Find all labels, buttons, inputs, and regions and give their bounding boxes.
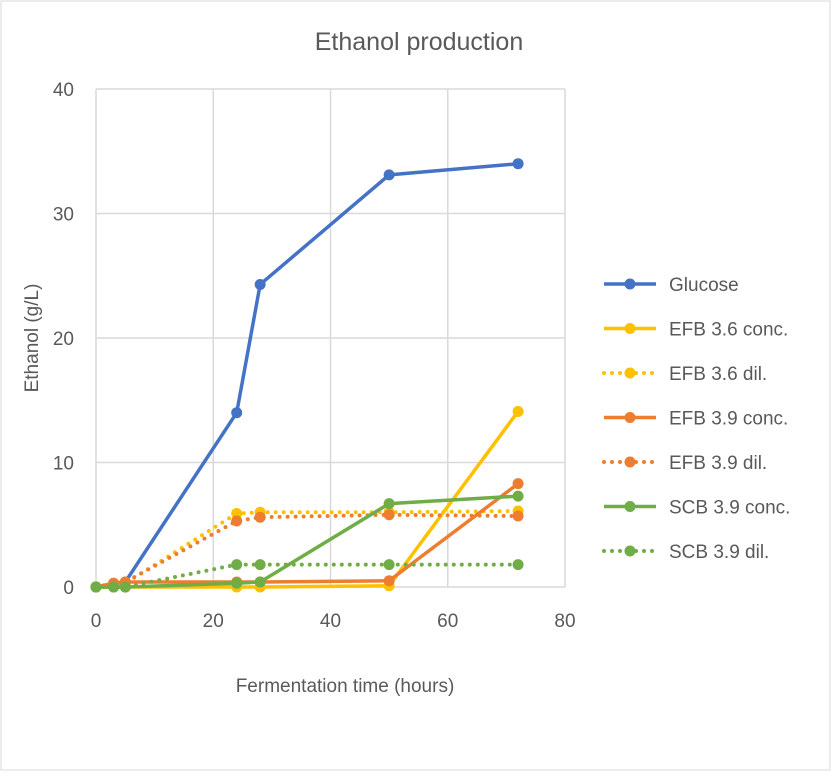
data-point xyxy=(119,581,131,593)
legend-label: EFB 3.9 dil. xyxy=(669,453,767,474)
legend-label: EFB 3.6 conc. xyxy=(669,320,788,341)
data-point xyxy=(254,278,266,290)
legend-marker xyxy=(624,367,636,379)
legend-marker xyxy=(624,323,636,334)
legend-marker xyxy=(624,278,636,290)
chart-title: Ethanol production xyxy=(315,28,523,56)
chart-border xyxy=(0,0,831,771)
x-tick-label: 80 xyxy=(554,611,575,632)
data-point xyxy=(512,490,524,502)
data-point xyxy=(383,509,395,521)
y-tick-label: 40 xyxy=(53,80,74,101)
data-point xyxy=(512,158,524,170)
legend-label: EFB 3.9 conc. xyxy=(669,409,788,430)
data-point xyxy=(254,576,266,588)
x-tick-label: 40 xyxy=(320,611,341,632)
data-point xyxy=(383,575,395,587)
data-point xyxy=(90,581,102,593)
x-tick-label: 60 xyxy=(437,611,458,632)
data-point xyxy=(383,498,395,510)
legend-marker xyxy=(624,412,636,423)
data-point xyxy=(512,478,524,490)
legend-marker xyxy=(624,501,636,512)
data-point xyxy=(254,559,266,571)
data-point xyxy=(108,581,120,593)
data-point xyxy=(512,405,524,417)
data-point xyxy=(512,510,524,522)
x-tick-label: 20 xyxy=(203,611,224,632)
y-tick-label: 0 xyxy=(63,578,74,599)
legend-marker xyxy=(624,456,636,468)
legend-marker xyxy=(624,545,636,557)
x-tick-label: 0 xyxy=(91,611,102,632)
legend-label: EFB 3.6 dil. xyxy=(669,364,767,385)
y-axis-label: Ethanol (g/L) xyxy=(22,284,43,393)
data-point xyxy=(231,559,243,571)
data-point xyxy=(512,559,524,571)
y-tick-label: 30 xyxy=(53,205,74,226)
data-point xyxy=(383,559,395,571)
data-point xyxy=(231,515,243,527)
data-point xyxy=(231,577,243,589)
y-tick-label: 20 xyxy=(53,329,74,350)
legend-label: SCB 3.9 dil. xyxy=(669,542,769,563)
data-point xyxy=(254,511,266,523)
data-point xyxy=(231,407,243,419)
legend-label: SCB 3.9 conc. xyxy=(669,498,790,519)
legend-label: Glucose xyxy=(669,275,739,296)
y-tick-label: 10 xyxy=(53,454,74,475)
x-axis-label: Fermentation time (hours) xyxy=(236,676,455,697)
data-point xyxy=(383,169,395,181)
